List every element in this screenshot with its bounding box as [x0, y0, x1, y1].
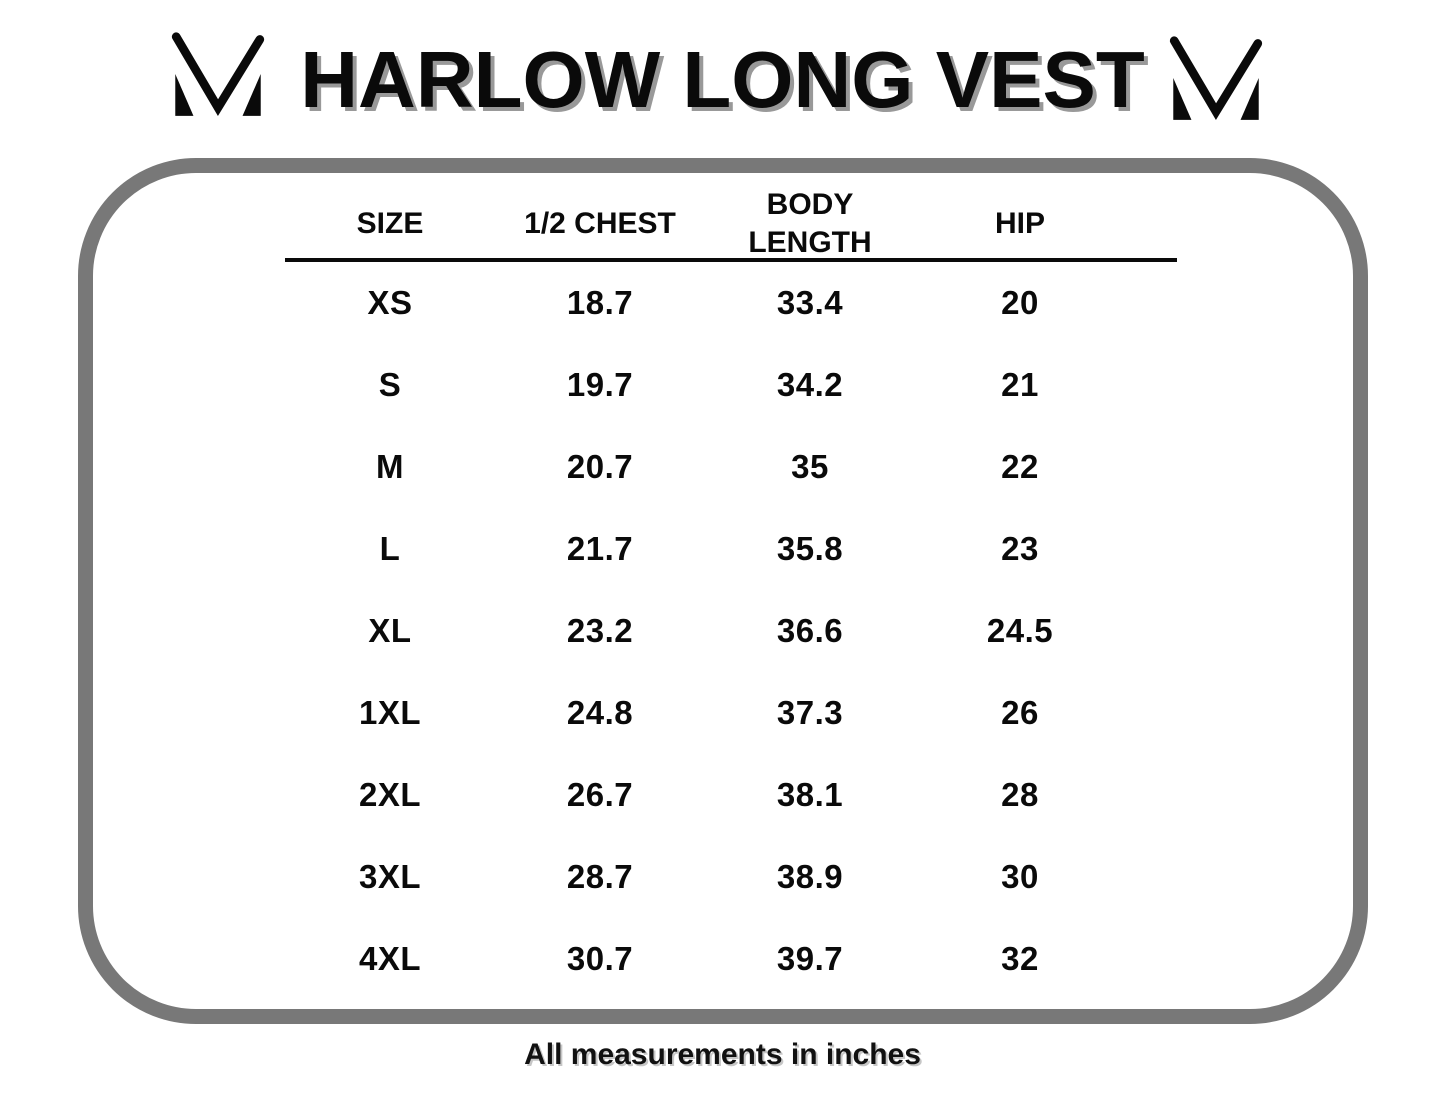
cell-chest: 18.7: [566, 284, 634, 321]
size-table: SIZE 1/2 CHEST BODY LENGTH HIP XS 18.7 33.…: [285, 186, 1177, 1000]
cell-size: 1XL: [358, 694, 422, 731]
cell-body-length: 35: [791, 448, 829, 485]
table-row: S 19.7 34.2 21: [285, 344, 1125, 426]
cell-size: XS: [367, 284, 413, 321]
cell-chest: 30.7: [566, 940, 634, 977]
table-row: 1XL 24.8 37.3 26: [285, 672, 1125, 754]
cell-chest: 24.8: [566, 694, 634, 731]
table-header-row: SIZE 1/2 CHEST BODY LENGTH HIP: [285, 186, 1177, 262]
table-body: XS 18.7 33.4 20 S 19.7 34.2 21 M 20.7 35 22 L 21.7 35.…: [285, 262, 1125, 1000]
cell-hip: 28: [1001, 776, 1039, 813]
cell-hip: 32: [1001, 940, 1039, 977]
cell-hip: 30: [1001, 858, 1039, 895]
cell-body-length: 39.7: [776, 940, 844, 977]
cell-hip: 22: [1001, 448, 1039, 485]
header-hip: HIP: [994, 206, 1045, 240]
cell-body-length: 34.2: [776, 366, 844, 403]
cell-body-length: 37.3: [776, 694, 844, 731]
page-title: HARLOW LONG VEST: [300, 35, 1145, 124]
table-row: M 20.7 35 22: [285, 426, 1125, 508]
cell-size: 3XL: [358, 858, 422, 895]
cell-size: L: [379, 530, 401, 567]
cell-body-length: 33.4: [776, 284, 844, 321]
cell-body-length: 38.1: [776, 776, 844, 813]
table-row: L 21.7 35.8 23: [285, 508, 1125, 590]
header-half-chest: 1/2 CHEST: [524, 206, 676, 240]
cell-chest: 20.7: [566, 448, 634, 485]
cell-size: S: [378, 366, 402, 403]
page-header: HARLOW LONG VEST: [0, 0, 1445, 150]
cell-hip: 26: [1001, 694, 1039, 731]
cell-size: XL: [368, 612, 412, 649]
brand-m-logo-icon: [168, 28, 268, 120]
table-row: 3XL 28.7 38.9 30: [285, 836, 1125, 918]
table-row: 2XL 26.7 38.1 28: [285, 754, 1125, 836]
cell-hip: 24.5: [986, 612, 1054, 649]
cell-hip: 23: [1001, 530, 1039, 567]
size-chart-frame: [78, 158, 1368, 1024]
cell-size: 2XL: [358, 776, 422, 813]
cell-size: M: [376, 448, 404, 485]
cell-hip: 20: [1001, 284, 1039, 321]
table-row: 4XL 30.7 39.7 32: [285, 918, 1125, 1000]
cell-chest: 28.7: [566, 858, 634, 895]
brand-m-logo-icon: [1166, 32, 1266, 124]
cell-hip: 21: [1001, 366, 1039, 403]
cell-chest: 21.7: [566, 530, 634, 567]
cell-size: 4XL: [358, 940, 422, 977]
table-row: XS 18.7 33.4 20: [285, 262, 1125, 344]
cell-body-length: 36.6: [776, 612, 844, 649]
cell-body-length: 38.9: [776, 858, 844, 895]
cell-body-length: 35.8: [776, 530, 844, 567]
measurements-note: All measurements in inches: [524, 1038, 921, 1071]
cell-chest: 19.7: [566, 366, 634, 403]
cell-chest: 26.7: [566, 776, 634, 813]
table-row: XL 23.2 36.6 24.5: [285, 590, 1125, 672]
header-body-length: BODY LENGTH: [748, 188, 872, 259]
header-size: SIZE: [356, 206, 424, 240]
cell-chest: 23.2: [566, 612, 634, 649]
